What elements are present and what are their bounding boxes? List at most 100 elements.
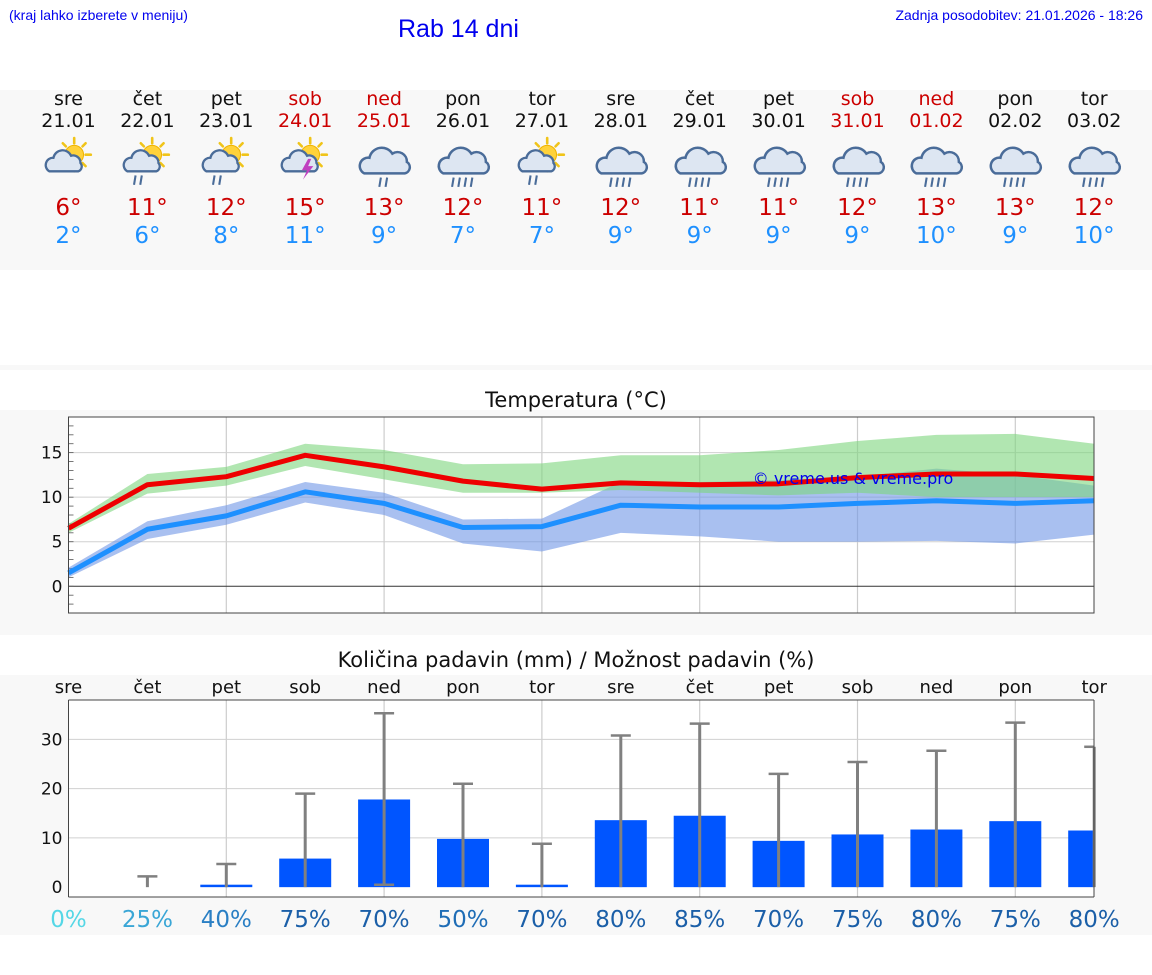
max-temperature: 15° (284, 195, 326, 221)
y-tick-label: 10 (41, 829, 63, 849)
precipitation-probability: 0% (50, 907, 87, 933)
min-temperature: 6° (134, 223, 161, 249)
day-column[interactable]: čet 22.01 11° 6° (107, 88, 187, 250)
day-name: sre (54, 88, 83, 110)
precipitation-probability: 70% (753, 907, 804, 933)
min-temperature: 2° (55, 223, 82, 249)
min-temperature: 10° (916, 223, 957, 249)
precipitation-probability: 70% (359, 907, 410, 933)
day-column[interactable]: tor 03.02 12° 10° (1054, 88, 1134, 250)
day-date: 01.02 (909, 110, 964, 132)
max-temperature: 12° (837, 195, 878, 221)
day-column[interactable]: ned 25.01 13° 9° (344, 88, 424, 250)
precipitation-probability: 80% (595, 907, 646, 933)
day-label: ned (367, 677, 401, 698)
precipitation-probability: 75% (832, 907, 883, 933)
y-tick-label: 20 (41, 780, 63, 800)
day-date: 21.01 (41, 110, 96, 132)
cloud-heavy-rain-icon (818, 132, 898, 194)
day-label: pet (212, 677, 242, 698)
temperature-chart: 0 5 10 15 © vreme.us & vreme.pro (41, 416, 1095, 614)
y-tick-label: 0 (52, 577, 63, 597)
day-date: 25.01 (356, 110, 412, 132)
max-temperature: 13° (363, 195, 405, 221)
day-column[interactable]: sre 28.01 12° 9° (581, 88, 661, 250)
day-label: ned (919, 677, 953, 698)
watermark: © vreme.us & vreme.pro (753, 469, 954, 488)
divider (0, 365, 1152, 370)
precipitation-probability: 80% (1069, 907, 1120, 933)
min-temperature: 9° (765, 223, 792, 249)
day-label: pet (764, 677, 794, 698)
day-column[interactable]: pet 23.01 12° 8° (186, 88, 266, 250)
day-column[interactable]: čet 29.01 11° 9° (660, 88, 740, 250)
day-name: ned (366, 88, 402, 110)
day-label: sob (842, 677, 874, 698)
location-menu-hint[interactable]: (kraj lahko izberete v meniju) (9, 7, 188, 23)
page-title: Rab 14 dni (398, 15, 519, 43)
min-temperature: 9° (844, 223, 871, 249)
precipitation-probability: 40% (201, 907, 252, 933)
precipitation-probability: 75% (990, 907, 1041, 933)
max-temperature: 11° (758, 195, 799, 221)
day-name: pon (445, 88, 481, 110)
max-temperature-line (67, 452, 1095, 531)
precipitation-bar (1068, 830, 1094, 888)
min-temperature: 9° (371, 223, 398, 249)
temperature-chart-title: Temperatura (°C) (485, 388, 667, 412)
min-temperature-line (67, 489, 1095, 576)
day-column[interactable]: ned 01.02 13° 10° (896, 88, 976, 250)
day-column[interactable]: pon 02.02 13° 9° (975, 88, 1055, 250)
day-date: 03.02 (1066, 110, 1122, 132)
max-temperature: 13° (916, 195, 957, 221)
day-column[interactable]: sre 21.01 6° 2° (29, 88, 109, 250)
sun-cloud-rain-icon (107, 132, 187, 194)
day-name: ned (918, 88, 955, 110)
y-tick-label: 30 (41, 730, 63, 750)
max-temperature: 12° (205, 195, 247, 221)
min-temperature: 10° (1073, 223, 1115, 249)
max-temperature: 12° (442, 195, 484, 221)
day-column[interactable]: sob 24.01 15° 11° (265, 88, 345, 250)
day-label: tor (529, 677, 555, 698)
max-temperature: 12° (1073, 195, 1115, 221)
day-name: sob (288, 88, 322, 110)
day-column[interactable]: pon 26.01 12° 7° (423, 88, 503, 250)
forecast-strip-bg (0, 90, 1152, 270)
day-name: tor (528, 88, 556, 110)
cloud-heavy-rain-icon (581, 132, 661, 194)
cloud-heavy-rain-icon (660, 132, 740, 194)
day-name: sob (840, 88, 875, 110)
precipitation-chart: sre čet pet sob ned pon tor sre čet pet sob ned pon t… (41, 677, 1120, 933)
day-date: 31.01 (830, 110, 885, 132)
plot-frame (68, 416, 1095, 614)
day-date: 29.01 (672, 110, 727, 132)
sun-cloud-rain-icon (502, 132, 582, 194)
day-label: sob (289, 677, 321, 698)
max-temperature: 11° (679, 195, 721, 221)
precipitation-chart-title: Količina padavin (mm) / Možnost padavin … (337, 648, 815, 672)
sun-cloud-icon (29, 132, 109, 194)
min-temperature: 9° (607, 223, 634, 249)
precipitation-probability: 80% (911, 907, 962, 933)
min-temperature: 8° (213, 223, 240, 249)
cloud-heavy-rain-icon (1054, 132, 1134, 194)
y-tick-label: 10 (41, 488, 63, 508)
cloud-heavy-rain-icon (739, 132, 819, 194)
day-label: sre (607, 677, 634, 698)
min-temperature: 11° (284, 223, 326, 249)
cloud-heavy-rain-icon (423, 132, 503, 194)
day-date: 28.01 (593, 110, 648, 132)
day-name: sre (606, 88, 636, 110)
day-name: čet (684, 88, 715, 110)
day-column[interactable]: tor 27.01 11° 7° (502, 88, 582, 250)
day-column[interactable]: pet 30.01 11° 9° (739, 88, 819, 250)
day-date: 22.01 (120, 110, 175, 132)
day-date: 26.01 (435, 110, 491, 132)
min-temperature: 9° (686, 223, 713, 249)
day-name: čet (132, 88, 163, 110)
day-column[interactable]: sob 31.01 12° 9° (818, 88, 898, 250)
sun-cloud-rain-icon (186, 132, 266, 194)
day-label: pon (998, 677, 1032, 698)
cloud-rain-icon (344, 132, 424, 194)
